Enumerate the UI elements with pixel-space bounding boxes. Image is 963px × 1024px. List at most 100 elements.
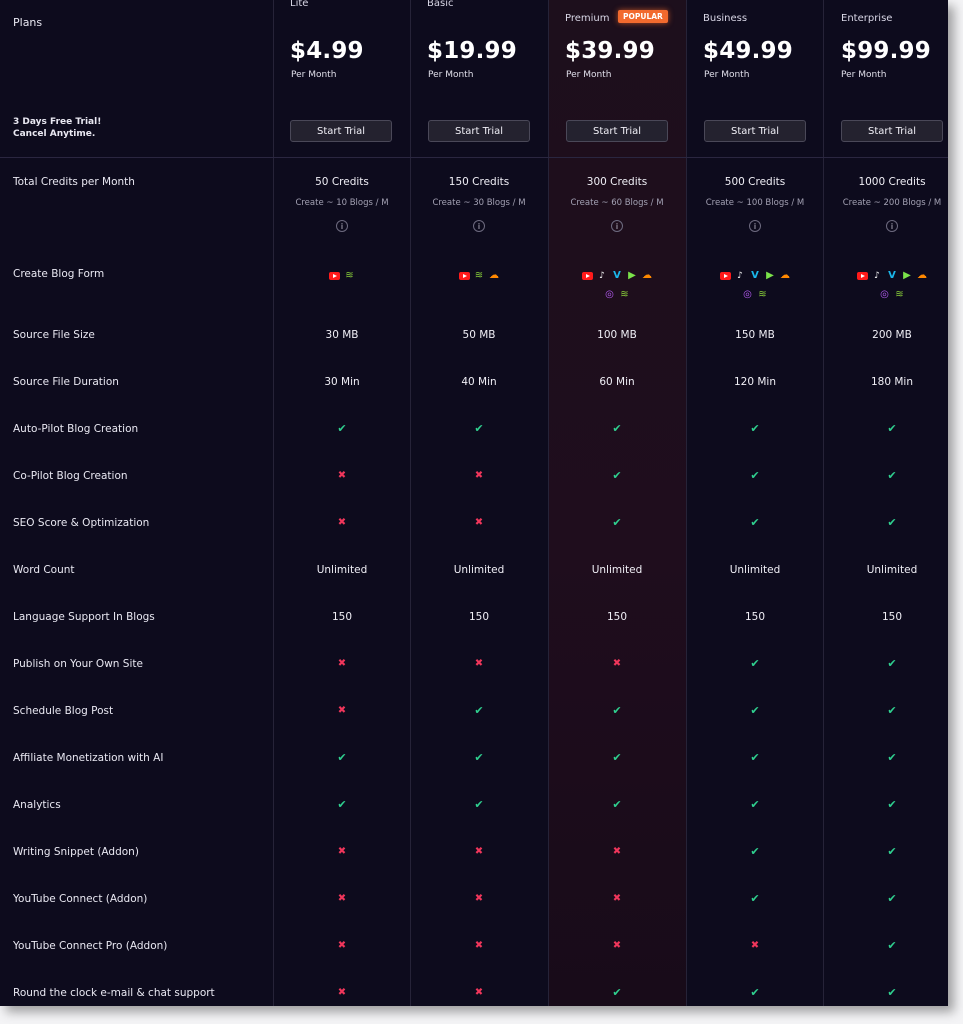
tiktok-icon: ♪ <box>874 270 880 281</box>
tiktok-icon: ♪ <box>737 270 743 281</box>
feature-label: Round the clock e-mail & chat support <box>13 987 215 999</box>
check-icon: ✔ <box>474 798 484 811</box>
source-file-duration-premium: 60 Min <box>599 376 635 388</box>
source-file-size-premium: 100 MB <box>597 329 637 341</box>
podcast-icon: ◎ <box>743 288 752 300</box>
credits-sub-premium: Create ~ 60 Blogs / M <box>570 198 664 208</box>
soundcloud-icon: ☁ <box>780 269 790 281</box>
credits-value-enterprise: 1000 Credits <box>858 176 926 188</box>
cross-icon: ✖ <box>474 893 484 904</box>
check-icon: ✔ <box>474 422 484 435</box>
plan-price-premium: $39.99 <box>565 38 655 64</box>
plan-name-lite: Lite <box>290 0 309 9</box>
info-icon[interactable]: i <box>473 220 485 232</box>
plan-name-basic: Basic <box>427 0 454 9</box>
check-icon: ✔ <box>612 516 622 529</box>
rss-icon: ≋ <box>474 269 484 281</box>
cross-icon: ✖ <box>474 846 484 857</box>
cross-icon: ✖ <box>337 658 347 669</box>
check-icon: ✔ <box>612 751 622 764</box>
info-icon[interactable]: i <box>749 220 761 232</box>
plan-column-business <box>686 0 824 1006</box>
credits-sub-enterprise: Create ~ 200 Blogs / M <box>842 198 942 208</box>
cross-icon: ✖ <box>474 517 484 528</box>
feature-label: Create Blog Form <box>13 268 105 280</box>
feature-label: Auto-Pilot Blog Creation <box>13 423 139 435</box>
plan-column-premium <box>548 0 687 1006</box>
blog-form-sources-enterprise: ◎ ≋ <box>823 284 948 303</box>
source-file-duration-lite: 30 Min <box>324 376 360 388</box>
rumble-icon: ▶ <box>628 269 636 281</box>
blog-form-sources-enterprise: ♪ V ▶ ☁ <box>823 265 948 284</box>
word-count-business: Unlimited <box>729 564 781 576</box>
feature-label: Language Support In Blogs <box>13 611 155 623</box>
soundcloud-icon: ☁ <box>489 269 499 281</box>
plan-period-lite: Per Month <box>291 70 337 80</box>
feature-label: Affiliate Monetization with AI <box>13 752 164 764</box>
trial-note-line2: Cancel Anytime. <box>13 129 96 139</box>
cross-icon: ✖ <box>612 893 622 904</box>
blog-form-sources-lite: ≋ <box>273 265 411 284</box>
check-icon: ✔ <box>750 798 760 811</box>
plan-period-premium: Per Month <box>566 70 612 80</box>
check-icon: ✔ <box>750 516 760 529</box>
source-file-duration-business: 120 Min <box>733 376 776 388</box>
feature-label: YouTube Connect (Addon) <box>13 893 148 905</box>
check-icon: ✔ <box>887 469 897 482</box>
plan-price-basic: $19.99 <box>427 38 517 64</box>
check-icon: ✔ <box>887 892 897 905</box>
podcast-icon: ◎ <box>880 288 889 300</box>
feature-label: Schedule Blog Post <box>13 705 114 717</box>
cross-icon: ✖ <box>337 705 347 716</box>
credits-sub-lite: Create ~ 10 Blogs / M <box>295 198 389 208</box>
check-icon: ✔ <box>750 422 760 435</box>
rss-icon: ≋ <box>895 288 904 300</box>
rss-icon: ≋ <box>620 288 629 300</box>
info-icon[interactable]: i <box>336 220 348 232</box>
feature-label: Co-Pilot Blog Creation <box>13 470 128 482</box>
feature-label: Total Credits per Month <box>13 176 135 188</box>
check-icon: ✔ <box>337 798 347 811</box>
rss-icon: ≋ <box>345 269 354 281</box>
start-trial-button-business[interactable]: Start Trial <box>704 120 806 142</box>
check-icon: ✔ <box>474 751 484 764</box>
start-trial-button-basic[interactable]: Start Trial <box>428 120 530 142</box>
info-icon[interactable]: i <box>611 220 623 232</box>
check-icon: ✔ <box>887 751 897 764</box>
cross-icon: ✖ <box>612 846 622 857</box>
plan-period-enterprise: Per Month <box>841 70 887 80</box>
start-trial-button-premium[interactable]: Start Trial <box>566 120 668 142</box>
source-file-size-lite: 30 MB <box>325 329 359 341</box>
soundcloud-icon: ☁ <box>642 269 652 281</box>
feature-label: YouTube Connect Pro (Addon) <box>13 940 168 952</box>
cross-icon: ✖ <box>337 846 347 857</box>
info-icon[interactable]: i <box>886 220 898 232</box>
check-icon: ✔ <box>612 704 622 717</box>
check-icon: ✔ <box>750 751 760 764</box>
check-icon: ✔ <box>750 892 760 905</box>
vimeo-icon: V <box>751 269 759 281</box>
check-icon: ✔ <box>474 704 484 717</box>
feature-label: Publish on Your Own Site <box>13 658 143 670</box>
cross-icon: ✖ <box>337 517 347 528</box>
word-count-enterprise: Unlimited <box>866 564 918 576</box>
start-trial-button-enterprise[interactable]: Start Trial <box>841 120 943 142</box>
youtube-icon <box>329 271 340 280</box>
tiktok-icon: ♪ <box>599 270 605 281</box>
check-icon: ✔ <box>750 704 760 717</box>
source-file-duration-basic: 40 Min <box>461 376 497 388</box>
language-support-premium: 150 <box>606 611 628 623</box>
plan-name-business: Business <box>703 13 748 24</box>
youtube-icon <box>856 271 868 280</box>
plan-column-enterprise <box>823 0 948 1006</box>
check-icon: ✔ <box>337 751 347 764</box>
trial-note-line1: 3 Days Free Trial! <box>13 117 102 127</box>
check-icon: ✔ <box>750 657 760 670</box>
start-trial-button-lite[interactable]: Start Trial <box>290 120 392 142</box>
soundcloud-icon: ☁ <box>917 269 927 281</box>
pricing-table: Plans 3 Days Free Trial! Cancel Anytime.… <box>0 0 948 1006</box>
credits-value-lite: 50 Credits <box>315 176 369 188</box>
cross-icon: ✖ <box>337 940 347 951</box>
source-file-size-business: 150 MB <box>735 329 775 341</box>
check-icon: ✔ <box>750 469 760 482</box>
